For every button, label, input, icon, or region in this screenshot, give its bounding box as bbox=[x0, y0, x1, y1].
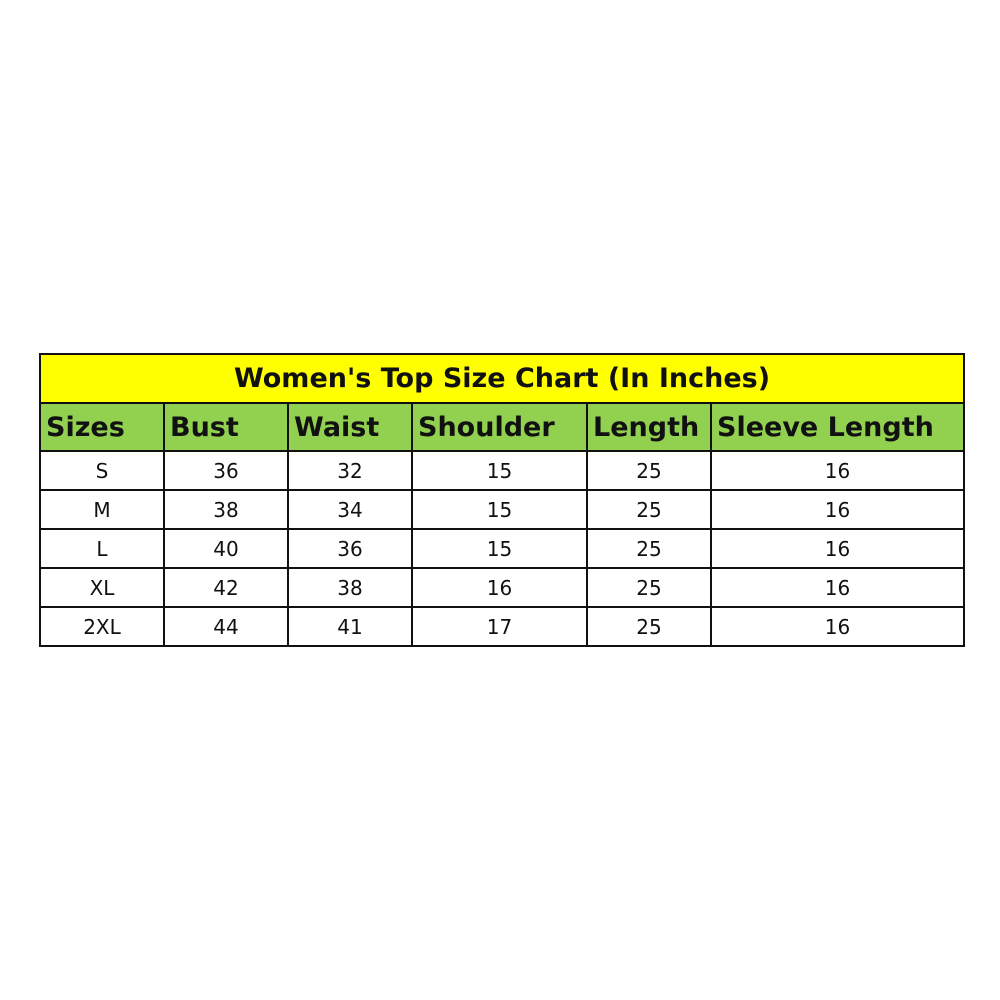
table-row: M 38 34 15 25 16 bbox=[39, 489, 965, 530]
size-chart-table: Women's Top Size Chart (In Inches) Sizes… bbox=[39, 353, 965, 647]
table-cell: 2XL bbox=[39, 606, 165, 647]
table-cell: 16 bbox=[710, 606, 965, 647]
table-cell: 42 bbox=[163, 567, 289, 608]
table-cell: XL bbox=[39, 567, 165, 608]
table-title: Women's Top Size Chart (In Inches) bbox=[39, 353, 965, 404]
table-cell: 25 bbox=[586, 489, 712, 530]
column-header: Shoulder bbox=[411, 402, 588, 452]
table-row: 2XL 44 41 17 25 16 bbox=[39, 606, 965, 647]
table-cell: 16 bbox=[710, 489, 965, 530]
table-cell: 25 bbox=[586, 528, 712, 569]
table-cell: M bbox=[39, 489, 165, 530]
table-cell: 34 bbox=[287, 489, 413, 530]
table-cell: 17 bbox=[411, 606, 588, 647]
header-row: Sizes Bust Waist Shoulder Length Sleeve … bbox=[39, 402, 965, 452]
column-header: Bust bbox=[163, 402, 289, 452]
table-cell: 44 bbox=[163, 606, 289, 647]
column-header: Waist bbox=[287, 402, 413, 452]
table-row: XL 42 38 16 25 16 bbox=[39, 567, 965, 608]
table-cell: L bbox=[39, 528, 165, 569]
table-cell: 16 bbox=[411, 567, 588, 608]
table-cell: 32 bbox=[287, 450, 413, 491]
table-cell: 16 bbox=[710, 450, 965, 491]
column-header: Sleeve Length bbox=[710, 402, 965, 452]
table-cell: S bbox=[39, 450, 165, 491]
table-row: S 36 32 15 25 16 bbox=[39, 450, 965, 491]
table-cell: 25 bbox=[586, 450, 712, 491]
table-cell: 41 bbox=[287, 606, 413, 647]
column-header: Sizes bbox=[39, 402, 165, 452]
table-cell: 38 bbox=[287, 567, 413, 608]
title-row: Women's Top Size Chart (In Inches) bbox=[39, 353, 965, 404]
table-cell: 15 bbox=[411, 489, 588, 530]
table-cell: 36 bbox=[287, 528, 413, 569]
table-cell: 16 bbox=[710, 567, 965, 608]
table-cell: 25 bbox=[586, 606, 712, 647]
table-cell: 15 bbox=[411, 450, 588, 491]
table-cell: 38 bbox=[163, 489, 289, 530]
table-cell: 16 bbox=[710, 528, 965, 569]
table-row: L 40 36 15 25 16 bbox=[39, 528, 965, 569]
table-cell: 36 bbox=[163, 450, 289, 491]
table-cell: 40 bbox=[163, 528, 289, 569]
table-cell: 15 bbox=[411, 528, 588, 569]
column-header: Length bbox=[586, 402, 712, 452]
table-cell: 25 bbox=[586, 567, 712, 608]
